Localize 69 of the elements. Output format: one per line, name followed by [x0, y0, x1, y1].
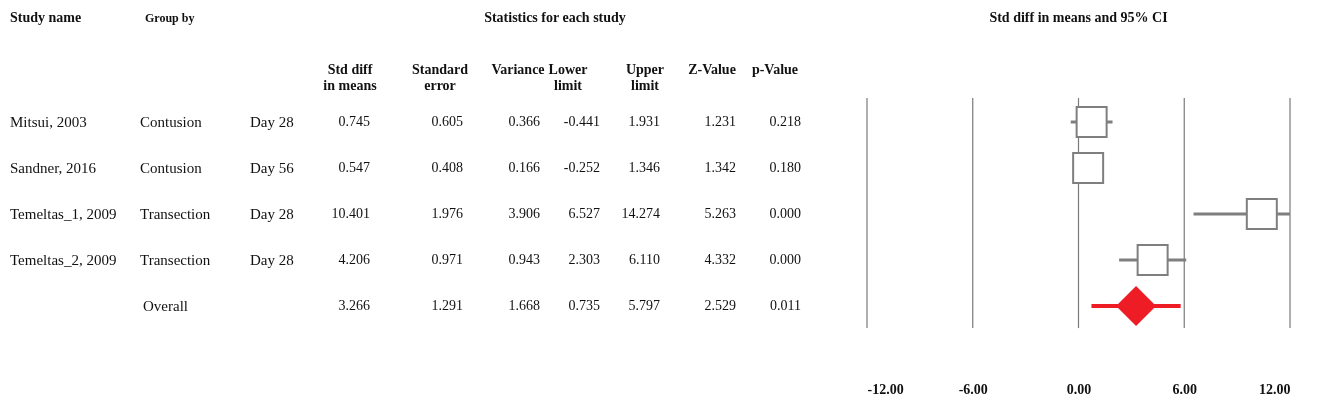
text: 0.943 — [508, 252, 540, 268]
category-label: Variance — [491, 62, 545, 77]
text: 0.000 — [769, 252, 801, 268]
text: 2.529 — [704, 298, 736, 314]
text: Contusion — [140, 114, 202, 130]
text: Day 28 — [250, 252, 294, 269]
text: 0.218 — [769, 114, 801, 129]
x-tick-label: -6.00 — [958, 381, 988, 397]
text: 1.342 — [704, 160, 736, 175]
text: 3.266 — [338, 298, 370, 314]
text: Day 56 — [250, 160, 294, 176]
text: 0.180 — [769, 160, 801, 175]
text: -0.252 — [563, 160, 600, 175]
category-label: Z-Value — [688, 62, 736, 77]
text: Group by — [145, 10, 195, 25]
text: 4.206 — [338, 252, 370, 268]
text: 0.166 — [508, 160, 540, 175]
text: 1.931 — [628, 114, 660, 129]
category-label: Lower limit — [548, 62, 588, 93]
text: 1.231 — [704, 114, 736, 129]
text: 0.745 — [338, 114, 370, 129]
text: 0.547 — [338, 160, 370, 175]
point — [1116, 286, 1157, 327]
text: 0.011 — [770, 298, 801, 314]
text: 5.263 — [704, 206, 736, 221]
point — [1075, 106, 1108, 138]
x-tick-label: 0.00 — [1066, 381, 1092, 397]
text: 6.527 — [568, 206, 600, 221]
text: 0.408 — [431, 160, 463, 175]
chart-title: Std diff in means and 95% CI — [989, 9, 1168, 25]
x-tick-label: -12.00 — [867, 381, 904, 397]
text: Statistics for each study — [484, 9, 626, 25]
category-label: Temeltas_2, 2009 — [10, 252, 117, 269]
category-label: Sandner, 2016 — [10, 160, 97, 176]
text: 1.346 — [628, 160, 660, 175]
category-label: Standard error — [411, 62, 469, 93]
text: 0.735 — [568, 298, 600, 314]
category-label: Upper limit — [625, 62, 665, 93]
text: Transection — [140, 252, 211, 269]
text: 10.401 — [331, 206, 370, 221]
text: 1.291 — [431, 298, 463, 314]
text: 14.274 — [621, 206, 660, 221]
text: 5.797 — [628, 298, 660, 314]
point — [1072, 152, 1105, 184]
text: 1.976 — [431, 206, 463, 221]
text: 0.366 — [508, 114, 540, 129]
category-label: Std diff in means — [323, 62, 378, 93]
text: Contusion — [140, 160, 202, 176]
text: 6.110 — [629, 252, 660, 268]
point — [1136, 244, 1169, 277]
point — [1245, 198, 1278, 230]
category-label: p-Value — [751, 62, 799, 77]
text: 0.605 — [431, 114, 463, 129]
text: Study name — [10, 9, 82, 25]
text: 3.906 — [508, 206, 540, 221]
category-label: Mitsui, 2003 — [10, 114, 87, 130]
text: 0.971 — [431, 252, 463, 268]
x-tick-label: 12.00 — [1259, 381, 1291, 397]
x-tick-label: 6.00 — [1172, 381, 1197, 397]
text: 1.668 — [508, 298, 540, 314]
text: 2.303 — [568, 252, 600, 268]
category-label: Temeltas_1, 2009 — [10, 206, 117, 222]
text: 4.332 — [704, 252, 736, 268]
text: Transection — [140, 206, 211, 222]
text: 0.000 — [769, 206, 801, 221]
text: Day 28 — [250, 206, 294, 222]
text: Overall — [143, 298, 188, 315]
text: Day 28 — [250, 114, 294, 130]
text: -0.441 — [563, 114, 600, 129]
